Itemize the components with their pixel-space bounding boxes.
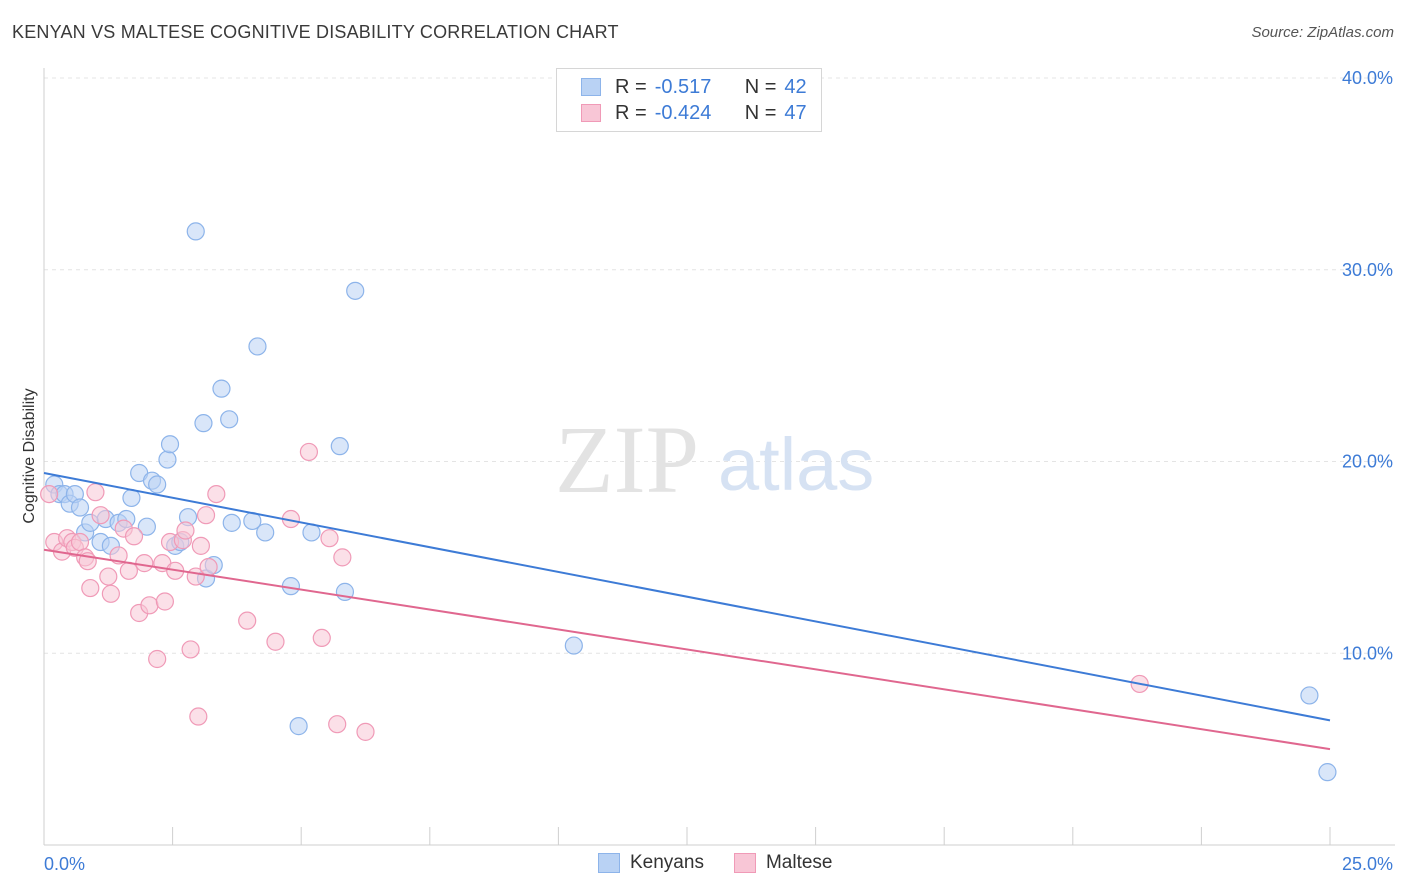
data-point-maltese (40, 484, 59, 504)
legend-swatch-kenyans (598, 853, 620, 873)
data-point-maltese (91, 506, 110, 525)
data-point-kenyans (1318, 763, 1337, 782)
data-point-kenyans (70, 498, 90, 517)
legend-item-kenyans: Kenyans (598, 852, 704, 874)
data-point-kenyans (212, 379, 231, 398)
legend-r-value: -0.424 (654, 101, 712, 124)
data-point-kenyans (186, 222, 205, 241)
data-point-maltese (199, 557, 218, 577)
watermark: ZIP atlas (555, 406, 874, 513)
y-tick-label: 10.0% (1342, 643, 1393, 663)
legend-swatch-maltese (733, 853, 756, 873)
legend-label-maltese: Maltese (765, 852, 833, 873)
data-point-kenyans (222, 513, 241, 532)
legend-r-value: -0.517 (654, 75, 712, 98)
x-tick-label: 0.0% (44, 854, 85, 874)
watermark-atlas: atlas (718, 423, 874, 506)
watermark-zip: ZIP (555, 406, 699, 513)
y-tick-label: 30.0% (1342, 260, 1393, 280)
data-point-maltese (124, 527, 144, 546)
data-point-kenyans (158, 450, 177, 469)
chart-title: KENYAN VS MALTESE COGNITIVE DISABILITY C… (12, 22, 619, 42)
data-point-maltese (81, 578, 100, 598)
data-point-maltese (328, 715, 347, 734)
y-axis-label: Cognitive Disability (21, 388, 38, 523)
trend-line-kenyans (43, 472, 1331, 722)
series-legend: Kenyans Maltese (598, 852, 862, 874)
data-point-maltese (148, 649, 167, 669)
data-point-maltese (207, 484, 226, 504)
data-point-maltese (333, 548, 352, 567)
data-point-kenyans (160, 435, 180, 454)
data-point-kenyans (256, 523, 275, 542)
data-point-maltese (312, 628, 331, 648)
data-point-kenyans (220, 410, 239, 429)
data-point-kenyans (564, 636, 583, 655)
legend-n-value: 47 (784, 101, 807, 124)
source-label: Source: ZipAtlas.com (1251, 24, 1394, 41)
legend-r-label: R = (615, 75, 647, 98)
legend-row-maltese: R = -0.424 N = 47 (581, 100, 807, 126)
data-point-maltese (99, 567, 118, 586)
grid-lines (44, 77, 1395, 654)
data-point-kenyans (248, 337, 267, 356)
y-tick-label: 40.0% (1342, 68, 1393, 88)
data-point-maltese (101, 584, 120, 603)
data-point-maltese (238, 611, 257, 630)
data-point-kenyans (289, 717, 308, 736)
legend-n-label: N = (744, 75, 777, 98)
data-point-maltese (70, 532, 90, 552)
data-point-kenyans (330, 437, 349, 456)
data-point-kenyans (1300, 686, 1319, 705)
data-point-kenyans (194, 414, 213, 433)
legend-item-maltese: Maltese (733, 852, 833, 874)
data-point-maltese (356, 722, 375, 741)
data-points (40, 222, 1337, 782)
data-point-maltese (140, 596, 159, 615)
trend-lines (43, 472, 1331, 751)
x-tick-label: 25.0% (1342, 854, 1393, 874)
data-point-maltese (196, 506, 216, 525)
data-point-kenyans (148, 475, 167, 494)
correlation-legend: R = -0.517 N = 42 R = -0.424 N = 47 (556, 68, 822, 132)
legend-swatch-kenyans (581, 78, 601, 96)
data-point-maltese (135, 554, 154, 573)
data-point-maltese (191, 536, 210, 555)
legend-label-kenyans: Kenyans (630, 852, 704, 873)
legend-r-label: R = (615, 101, 647, 124)
legend-n-label: N = (744, 101, 777, 124)
data-point-maltese (299, 442, 319, 462)
data-point-maltese (119, 561, 138, 580)
legend-n-value: 42 (784, 75, 807, 98)
data-point-maltese (86, 483, 105, 502)
axes (43, 68, 1395, 846)
tick-labels: 10.0% 20.0% 30.0% 40.0% 0.0% 25.0% (44, 68, 1393, 874)
legend-row-kenyans: R = -0.517 N = 42 (581, 74, 807, 100)
trend-line-maltese (43, 548, 1331, 751)
data-point-kenyans (137, 517, 156, 536)
y-tick-label: 20.0% (1342, 452, 1393, 472)
legend-swatch-maltese (581, 104, 601, 122)
data-point-kenyans (346, 281, 365, 300)
data-point-maltese (176, 521, 195, 540)
data-point-maltese (155, 592, 174, 611)
data-point-maltese (181, 640, 200, 659)
data-point-maltese (320, 529, 339, 548)
data-point-maltese (266, 632, 285, 651)
data-point-maltese (189, 707, 208, 726)
